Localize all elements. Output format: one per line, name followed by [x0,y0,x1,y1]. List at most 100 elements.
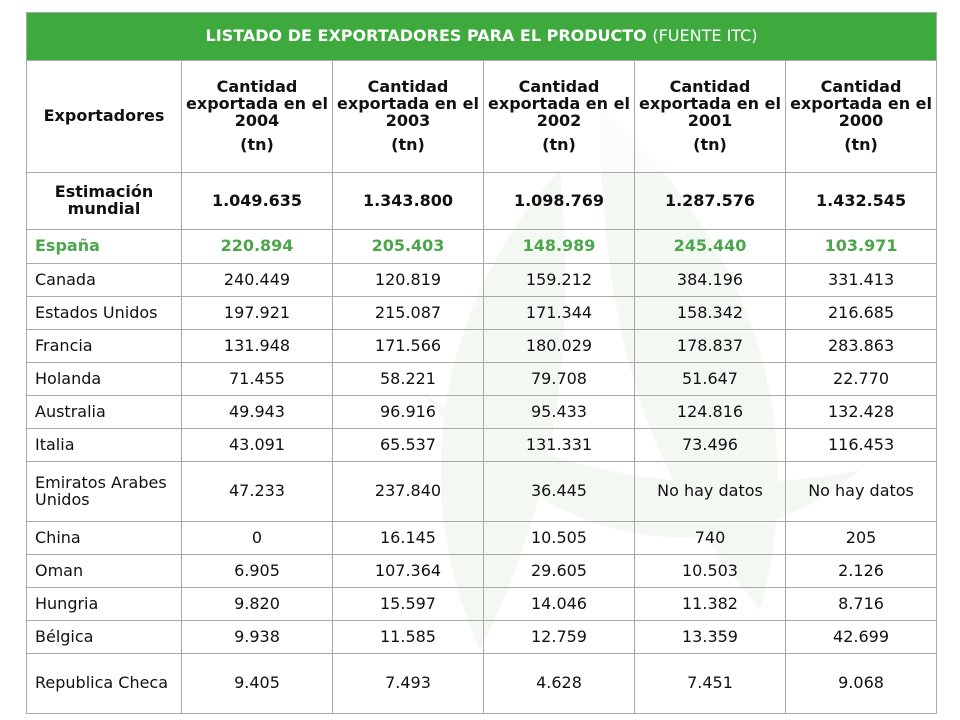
table-cell: 116.453 [784,428,938,462]
table-cell: 22.770 [784,362,938,396]
table-cell: 158.342 [634,296,786,330]
table-cell: 205.403 [332,229,484,264]
table-cell: 4.628 [483,653,635,714]
table-cell: 131.948 [181,329,333,363]
table-row: Republica Checa 9.405 7.493 4.628 7.451 9.068 [26,653,938,714]
table-cell: 65.537 [332,428,484,462]
country-name: Estados Unidos [26,296,182,330]
table-cell: 42.699 [784,620,938,654]
header-unit: (tn) [391,135,425,155]
country-name: Hungria [26,587,182,621]
table-row: Emiratos Arabes Unidos 47.233 237.840 36.44… [26,461,938,522]
table-cell: 43.091 [181,428,333,462]
country-name: Republica Checa [26,653,182,714]
header-label: Cantidad exportada en el 2002 [488,76,630,130]
table-cell: 12.759 [483,620,635,654]
table-row: Bélgica 9.938 11.585 12.759 13.359 42.699 [26,620,938,654]
table-cell: 240.449 [181,263,333,297]
table-cell: 14.046 [483,587,635,621]
table-cell: 10.505 [483,521,635,555]
table-cell: 237.840 [332,461,484,522]
table-cell: 283.863 [784,329,938,363]
table-cell: 245.440 [634,229,786,264]
header-unit: (tn) [542,135,576,155]
table-cell: 9.820 [181,587,333,621]
header-2000: Cantidad exportada en el 2000 (tn) [784,60,938,173]
table-cell: 1.432.545 [784,172,938,230]
table-cell: 180.029 [483,329,635,363]
header-label: Cantidad exportada en el 2004 [186,76,328,130]
table-cell: 11.585 [332,620,484,654]
header-unit: (tn) [693,135,727,155]
world-estimate-row: Estimación mundial 1.049.635 1.343.800 1… [26,172,938,230]
table-cell: 73.496 [634,428,786,462]
table-row: Hungria 9.820 15.597 14.046 11.382 8.716 [26,587,938,621]
table-title-source: (FUENTE ITC) [652,26,758,46]
header-unit: (tn) [844,135,878,155]
table-cell: 47.233 [181,461,333,522]
table-cell: 124.816 [634,395,786,429]
country-name: Francia [26,329,182,363]
world-label: Estimación mundial [26,172,182,230]
table-cell: 15.597 [332,587,484,621]
table-cell: No hay datos [634,461,786,522]
table-cell: No hay datos [784,461,938,522]
table-cell: 171.566 [332,329,484,363]
country-rows: Canada 240.449 120.819 159.212 384.196 331.41… [26,263,938,714]
table-cell: 95.433 [483,395,635,429]
table-cell: 2.126 [784,554,938,588]
table-cell: 1.343.800 [332,172,484,230]
table-cell: 1.049.635 [181,172,333,230]
table-cell: 131.331 [483,428,635,462]
table-cell: 0 [181,521,333,555]
table-row: Canada 240.449 120.819 159.212 384.196 331.41… [26,263,938,297]
table-cell: 103.971 [784,229,938,264]
table-cell: 10.503 [634,554,786,588]
table-cell: 71.455 [181,362,333,396]
table-row: Italia 43.091 65.537 131.331 73.496 116.453 [26,428,938,462]
table-cell: 49.943 [181,395,333,429]
exporters-table: LISTADO DE EXPORTADORES PARA EL PRODUCTO… [25,12,938,714]
table-cell: 16.145 [332,521,484,555]
table-row: Holanda 71.455 58.221 79.708 51.647 22.770 [26,362,938,396]
table-cell: 58.221 [332,362,484,396]
country-name: España [26,229,182,264]
table-cell: 9.068 [784,653,938,714]
table-row: Australia 49.943 96.916 95.433 124.816 132.42… [26,395,938,429]
table-cell: 6.905 [181,554,333,588]
table-cell: 1.287.576 [634,172,786,230]
table-cell: 132.428 [784,395,938,429]
header-2001: Cantidad exportada en el 2001 (tn) [634,60,786,173]
header-exporters: Exportadores [26,60,182,173]
table-cell: 215.087 [332,296,484,330]
country-name: Canada [26,263,182,297]
header-label: Cantidad exportada en el 2003 [337,76,479,130]
table-row: Francia 131.948 171.566 180.029 178.837 283.8… [26,329,938,363]
table-cell: 51.647 [634,362,786,396]
table-cell: 740 [634,521,786,555]
country-name: Australia [26,395,182,429]
table-cell: 1.098.769 [483,172,635,230]
table-cell: 197.921 [181,296,333,330]
header-label: Cantidad exportada en el 2000 [790,76,932,130]
table-cell: 29.605 [483,554,635,588]
table-row: Oman 6.905 107.364 29.605 10.503 2.126 [26,554,938,588]
table-cell: 107.364 [332,554,484,588]
table-cell: 7.493 [332,653,484,714]
table-cell: 9.938 [181,620,333,654]
header-2002: Cantidad exportada en el 2002 (tn) [483,60,635,173]
header-unit: (tn) [240,135,274,155]
table-cell: 384.196 [634,263,786,297]
header-2003: Cantidad exportada en el 2003 (tn) [332,60,484,173]
table-cell: 120.819 [332,263,484,297]
table-cell: 7.451 [634,653,786,714]
table-row: Estados Unidos 197.921 215.087 171.344 158.3… [26,296,938,330]
table-cell: 9.405 [181,653,333,714]
highlight-row-spain: España 220.894 205.403 148.989 245.440 1… [26,229,938,264]
table-cell: 331.413 [784,263,938,297]
table-cell: 36.445 [483,461,635,522]
header-2004: Cantidad exportada en el 2004 (tn) [181,60,333,173]
table-title-row: LISTADO DE EXPORTADORES PARA EL PRODUCTO… [25,12,938,61]
column-header-row: Exportadores Cantidad exportada en el 20… [26,60,938,173]
country-name: China [26,521,182,555]
